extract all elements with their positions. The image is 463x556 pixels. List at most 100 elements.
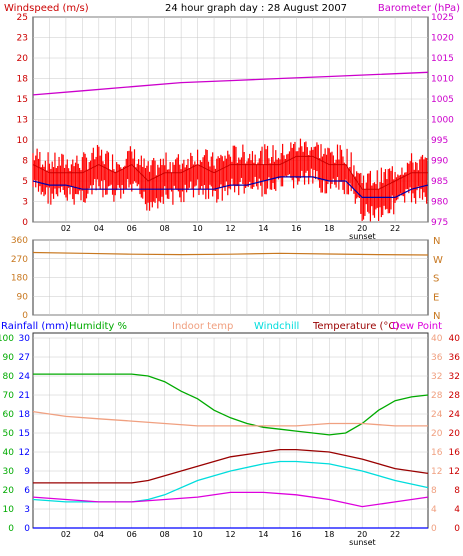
temperature-tick-label: 20: [449, 429, 461, 439]
direction-tick-label: 270: [11, 255, 28, 265]
legend-rainfall: Rainfall (mm): [1, 321, 69, 332]
humidity-tick-label: 20: [3, 486, 15, 496]
barometer-axis-title: Barometer (hPa): [378, 3, 460, 14]
indoor-temp-tick-label: 36: [431, 353, 443, 363]
windspeed-tick-label: 13: [17, 116, 28, 126]
x-tick-label: 20: [357, 224, 367, 233]
indoor-temp-tick-label: 16: [431, 448, 443, 458]
legend-humidity: Humidity %: [69, 321, 127, 332]
compass-label: N: [433, 236, 440, 247]
rainfall-tick-label: 0: [24, 524, 30, 534]
legend-indoor-temp: Indoor temp: [172, 321, 233, 332]
graph-title: 24 hour graph day : 28 August 2007: [165, 3, 347, 14]
rainfall-tick-label: 3: [24, 505, 30, 515]
windspeed-tick-label: 25: [17, 13, 28, 23]
rainfall-tick-label: 12: [19, 448, 30, 458]
humidity-tick-label: 70: [3, 391, 15, 401]
x-tick-label: 22: [390, 224, 400, 233]
x-tick-label: 12: [225, 224, 235, 233]
x-tick-label: 02: [61, 530, 71, 539]
indoor-temp-tick-label: 12: [431, 467, 442, 477]
windspeed-line: [32, 155, 428, 190]
x-tick-label: 16: [291, 224, 301, 233]
barometer-line: [32, 71, 429, 96]
temperature-tick-label: 32: [449, 372, 460, 382]
rainfall-tick-label: 30: [19, 334, 31, 344]
humidity-tick-label: 80: [3, 372, 15, 382]
x-tick-label: 18: [324, 224, 334, 233]
x-tick-label: 14: [258, 530, 268, 539]
humidity-tick-label: 60: [3, 410, 15, 420]
humidity-tick-label: 90: [3, 353, 15, 363]
compass-label: N: [433, 311, 440, 322]
x-tick-label: 06: [127, 530, 137, 539]
legend-temperature: Temperature (°C): [312, 321, 399, 332]
x-tick-label: 02: [61, 224, 71, 233]
compass-label: S: [433, 274, 439, 285]
rainfall-tick-label: 9: [24, 467, 30, 477]
compass-label: E: [433, 292, 439, 303]
x-tick-label: 04: [94, 224, 104, 233]
humidity-tick-label: 100: [0, 334, 14, 344]
windspeed-tick-label: 20: [17, 54, 29, 64]
humidity-tick-label: 40: [3, 448, 15, 458]
windspeed-tick-label: 5: [22, 177, 28, 187]
legend-windchill: Windchill: [254, 321, 299, 332]
indoor-temp-tick-label: 32: [431, 372, 442, 382]
legend-dewpoint: Dew Point: [392, 321, 442, 332]
compass-label: W: [433, 255, 443, 266]
temperature-tick-label: 12: [449, 467, 460, 477]
barometer-tick-label: 975: [431, 218, 448, 228]
indoor-temp-tick-label: 20: [431, 429, 443, 439]
humidity-tick-label: 10: [3, 505, 15, 515]
x-tick-label: 12: [225, 530, 235, 539]
windspeed-tick-label: 0: [22, 218, 28, 228]
barometer-tick-label: 980: [431, 198, 448, 208]
humidity-tick-label: 0: [8, 524, 14, 534]
rainfall-tick-label: 27: [19, 353, 30, 363]
temperature-tick-label: 16: [449, 448, 461, 458]
indoor-temp-tick-label: 0: [431, 524, 437, 534]
humidity-tick-label: 50: [3, 429, 15, 439]
rainfall-tick-label: 6: [24, 486, 30, 496]
windspeed-tick-label: 8: [22, 157, 28, 167]
barometer-tick-label: 1025: [431, 13, 454, 23]
x-tick-label: 08: [160, 224, 170, 233]
windspeed-tick-label: 10: [17, 136, 29, 146]
barometer-tick-label: 1005: [431, 95, 454, 105]
x-tick-label: 18: [324, 530, 334, 539]
x-tick-label: 10: [192, 530, 202, 539]
x-tick-label: 10: [192, 224, 202, 233]
indoor-temp-tick-label: 28: [431, 391, 443, 401]
indoor-temp-tick-label: 4: [431, 505, 437, 515]
temperature-tick-label: 4: [454, 505, 460, 515]
dew-point-line: [32, 491, 429, 508]
wind-average-line: [32, 176, 429, 198]
sunset-label: sunset: [349, 538, 376, 547]
windspeed-tick-label: 18: [17, 75, 29, 85]
windspeed-tick-label: 15: [17, 95, 28, 105]
x-tick-label: 08: [160, 530, 170, 539]
chart-marks: 0358101315182023259759809859909951000100…: [0, 13, 460, 547]
x-tick-label: 16: [291, 530, 301, 539]
x-tick-label: 04: [94, 530, 104, 539]
indoor-temp-tick-label: 24: [431, 410, 443, 420]
temperature-line: [33, 448, 429, 484]
rainfall-tick-label: 24: [19, 372, 31, 382]
x-tick-label: 22: [390, 530, 400, 539]
indoor-temp-line: [32, 410, 428, 427]
humidity-tick-label: 30: [3, 467, 15, 477]
rainfall-tick-label: 18: [19, 410, 31, 420]
rainfall-tick-label: 21: [19, 391, 30, 401]
direction-tick-label: 180: [11, 274, 28, 284]
x-tick-label: 20: [357, 530, 367, 539]
temperature-tick-label: 28: [449, 391, 461, 401]
barometer-tick-label: 1000: [431, 116, 454, 126]
temperature-tick-label: 24: [449, 410, 461, 420]
windspeed-tick-label: 23: [17, 34, 28, 44]
barometer-tick-label: 1020: [431, 34, 454, 44]
temperature-tick-label: 36: [449, 353, 461, 363]
direction-tick-label: 90: [17, 292, 29, 302]
